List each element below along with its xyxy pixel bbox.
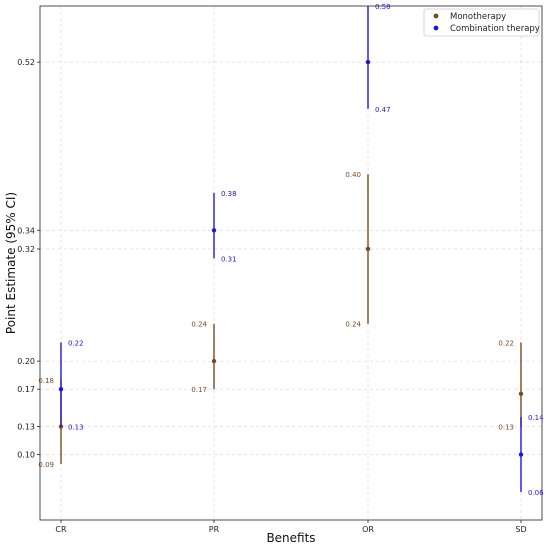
mono-upper-label: 0.40	[345, 171, 361, 179]
combo-point	[211, 228, 217, 233]
legend: Monotherapy Combination therapy	[423, 8, 540, 37]
x-tick-label-2: OR	[362, 525, 374, 534]
combo-errorbar-pr: 0.38 0.31	[211, 190, 237, 263]
y-tick-label-3: 0.20	[17, 357, 35, 366]
mono-point	[365, 246, 371, 252]
legend-label-0: Monotherapy	[450, 12, 506, 22]
combo-point	[518, 452, 524, 457]
legend-marker-1	[433, 25, 439, 31]
combo-upper-label: 0.58	[375, 3, 391, 11]
combo-lower-label: 0.47	[375, 106, 391, 114]
mono-lower-label: 0.24	[345, 321, 361, 329]
combo-upper-label: 0.22	[68, 339, 84, 347]
mono-upper-label: 0.18	[38, 377, 54, 385]
combo-errorbar-cr: 0.22 0.13	[58, 339, 84, 432]
y-axis-ticks: 0.10 0.13 0.17 0.20 0.32 0.34 0.52	[17, 58, 40, 460]
combo-errorbar-or: 0.58 0.47	[365, 3, 391, 114]
grid-lines	[40, 6, 542, 520]
mono-upper-label: 0.24	[191, 321, 207, 329]
x-tick-label-3: SD	[515, 525, 526, 534]
x-axis-ticks: CR PR OR SD	[55, 520, 527, 534]
combo-upper-label: 0.38	[221, 190, 237, 198]
combo-upper-label: 0.14	[528, 414, 544, 422]
legend-marker-0	[433, 13, 439, 19]
x-axis-label: Benefits	[266, 531, 315, 545]
mono-point	[518, 391, 524, 397]
y-tick-label-4: 0.32	[17, 245, 35, 254]
combo-lower-label: 0.31	[221, 255, 237, 263]
x-tick-label-1: PR	[209, 525, 220, 534]
y-tick-label-6: 0.52	[17, 58, 35, 67]
mono-lower-label: 0.17	[191, 386, 207, 394]
y-tick-label-0: 0.10	[17, 451, 35, 460]
mono-point	[211, 358, 217, 364]
combo-errorbar-sd: 0.14 0.06	[518, 414, 544, 497]
combo-point	[58, 386, 64, 392]
mono-errorbar-or: 0.40 0.24	[345, 171, 371, 329]
mono-errorbar-pr: 0.24 0.17	[191, 321, 217, 394]
mono-upper-label: 0.22	[498, 339, 514, 347]
y-axis-label: Point Estimate (95% CI)	[4, 192, 18, 334]
plot-frame	[39, 5, 543, 521]
legend-box	[423, 8, 540, 37]
series-marks: 0.18 0.09 0.24 0.17 0.40 0.24 0.22 0.13 0.22 0.13…	[38, 3, 544, 497]
y-tick-label-1: 0.13	[17, 423, 35, 432]
y-tick-label-5: 0.34	[17, 226, 35, 235]
combo-lower-label: 0.06	[528, 489, 544, 497]
y-tick-label-2: 0.17	[17, 385, 35, 394]
mono-lower-label: 0.13	[498, 424, 514, 432]
combo-lower-label: 0.13	[68, 424, 84, 432]
legend-label-1: Combination therapy	[450, 24, 540, 34]
combo-point	[365, 59, 371, 65]
mono-errorbar-sd: 0.22 0.13	[498, 339, 524, 432]
x-tick-label-0: CR	[55, 525, 67, 534]
mono-lower-label: 0.09	[38, 461, 54, 469]
